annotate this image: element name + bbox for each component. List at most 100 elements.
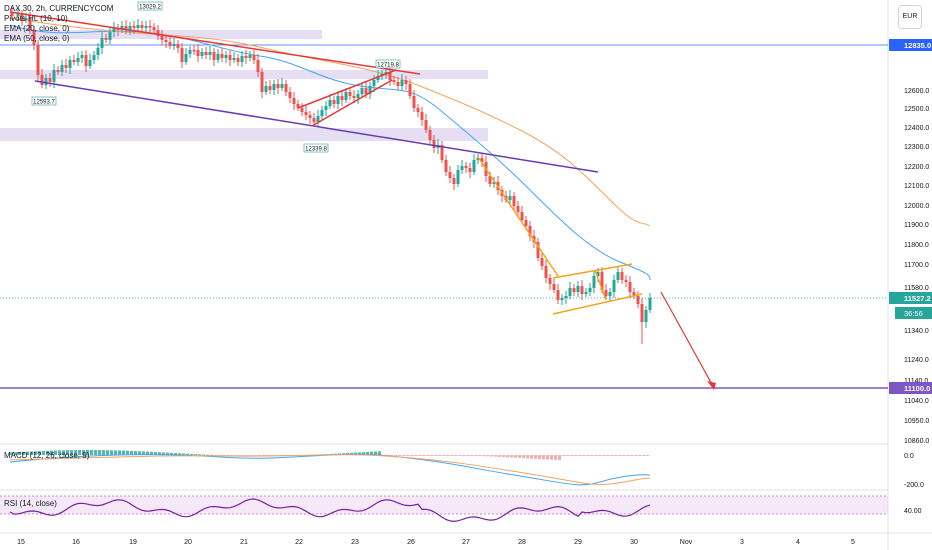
candle-body xyxy=(56,70,60,72)
macd-histogram-bar xyxy=(538,455,541,460)
macd-histogram-bar xyxy=(398,455,401,456)
macd-histogram-bar xyxy=(142,451,145,455)
macd-histogram-bar xyxy=(178,453,181,455)
target-level-badge: 11100.0 xyxy=(904,384,930,393)
macd-histogram-bar xyxy=(570,455,573,456)
macd-histogram-bar xyxy=(106,450,109,455)
pivot-label: 12593.7 xyxy=(33,100,55,106)
candle-body xyxy=(612,280,616,292)
candle-body xyxy=(16,14,20,16)
resistance-level-badge-bg xyxy=(889,39,932,51)
candle-body xyxy=(600,272,604,290)
candle-body xyxy=(584,292,588,294)
candle-body xyxy=(468,168,472,172)
macd-histogram-bar xyxy=(58,450,61,455)
macd-histogram-bar xyxy=(478,455,481,456)
candle-body xyxy=(100,38,104,48)
descending-trendline-purple xyxy=(34,80,599,173)
ema50-legend: EMA (50, close, 0) xyxy=(4,34,70,43)
macd-histogram-bar xyxy=(262,455,265,456)
candle-body xyxy=(108,32,112,40)
rsi-tick-label: 40.00 xyxy=(904,508,922,515)
candle-body xyxy=(596,272,600,276)
zone-rect xyxy=(0,128,488,141)
macd-histogram-bar xyxy=(402,455,405,456)
candle-body xyxy=(480,158,484,162)
candle-body xyxy=(32,30,36,45)
macd-histogram-bar xyxy=(118,450,121,455)
macd-histogram-bar xyxy=(86,450,89,455)
time-tick-label: 5 xyxy=(851,539,855,546)
macd-histogram-bar xyxy=(642,455,645,456)
macd-histogram-bar xyxy=(618,455,621,456)
price-tick-label: 11040.0 xyxy=(904,398,929,405)
currency-badge[interactable]: EUR xyxy=(898,5,922,29)
candle-body xyxy=(176,44,180,48)
macd-histogram-bar xyxy=(514,455,517,458)
time-tick-label: 28 xyxy=(518,539,526,546)
macd-histogram-bar xyxy=(30,451,33,455)
macd-histogram-bar xyxy=(254,455,257,456)
candle-body xyxy=(356,94,360,98)
candle-body xyxy=(36,45,40,75)
candle-body xyxy=(72,60,76,62)
price-tick-label: 12400.0 xyxy=(904,125,929,132)
macd-histogram-bar xyxy=(506,455,509,458)
candle-body xyxy=(492,182,496,184)
macd-histogram-bar xyxy=(566,455,569,456)
candle-body xyxy=(92,55,96,60)
macd-histogram-bar xyxy=(530,455,533,459)
macd-histogram-bar xyxy=(378,451,381,455)
candle-body xyxy=(208,52,212,55)
macd-histogram-bar xyxy=(82,450,85,455)
resistance-level-badge: 12835.0 xyxy=(904,41,931,50)
candle-body xyxy=(340,96,344,100)
macd-histogram-bar xyxy=(498,455,501,457)
candle-body xyxy=(164,40,168,42)
candle-body xyxy=(448,172,452,178)
candle-body xyxy=(516,206,520,212)
price-tick-label: 12300.0 xyxy=(904,144,929,151)
flag-inner-line xyxy=(594,269,607,301)
macd-histogram-bar xyxy=(630,455,633,456)
candle-body xyxy=(644,310,648,322)
countdown-badge: 36:56 xyxy=(904,309,923,318)
candle-body xyxy=(84,55,88,66)
candle-body xyxy=(48,78,52,82)
candle-body xyxy=(140,25,144,28)
candle-body xyxy=(592,276,596,288)
price-tick-label: 12200.0 xyxy=(904,164,929,171)
candle-body xyxy=(428,130,432,140)
candle-body xyxy=(76,58,80,62)
price-tick-label: 12100.0 xyxy=(904,183,929,190)
candle-body xyxy=(216,54,220,60)
macd-histogram-bar xyxy=(26,451,29,455)
candle-body xyxy=(560,298,564,300)
macd-histogram-bar xyxy=(446,455,449,456)
candle-body xyxy=(360,88,364,94)
macd-histogram-bar xyxy=(486,455,489,457)
macd-histogram-bar xyxy=(90,450,93,455)
macd-histogram-bar xyxy=(174,453,177,455)
macd-histogram-bar xyxy=(18,452,21,455)
candle-body xyxy=(580,286,584,294)
candle-body xyxy=(384,72,388,74)
candle-body xyxy=(576,286,580,292)
candle-body xyxy=(228,55,232,60)
macd-histogram-bar xyxy=(414,455,417,456)
candle-body xyxy=(252,55,256,60)
candle-body xyxy=(364,88,368,94)
candle-body xyxy=(604,290,608,296)
time-tick-label: 26 xyxy=(407,539,415,546)
candle-body xyxy=(628,282,632,292)
macd-histogram-bar xyxy=(462,455,465,456)
macd-histogram-bar xyxy=(358,452,361,455)
chart-legend: DAX 30, 2h, CURRENCYCOM Pivots HL (10, 1… xyxy=(4,4,113,44)
price-tick-label: 11800.0 xyxy=(904,242,929,249)
current-price-badge: 11527.2 xyxy=(904,294,931,303)
macd-histogram-bar xyxy=(42,450,45,455)
macd-histogram-bar xyxy=(558,455,561,460)
macd-histogram-bar xyxy=(550,455,553,460)
projection-arrow-head xyxy=(707,381,716,390)
